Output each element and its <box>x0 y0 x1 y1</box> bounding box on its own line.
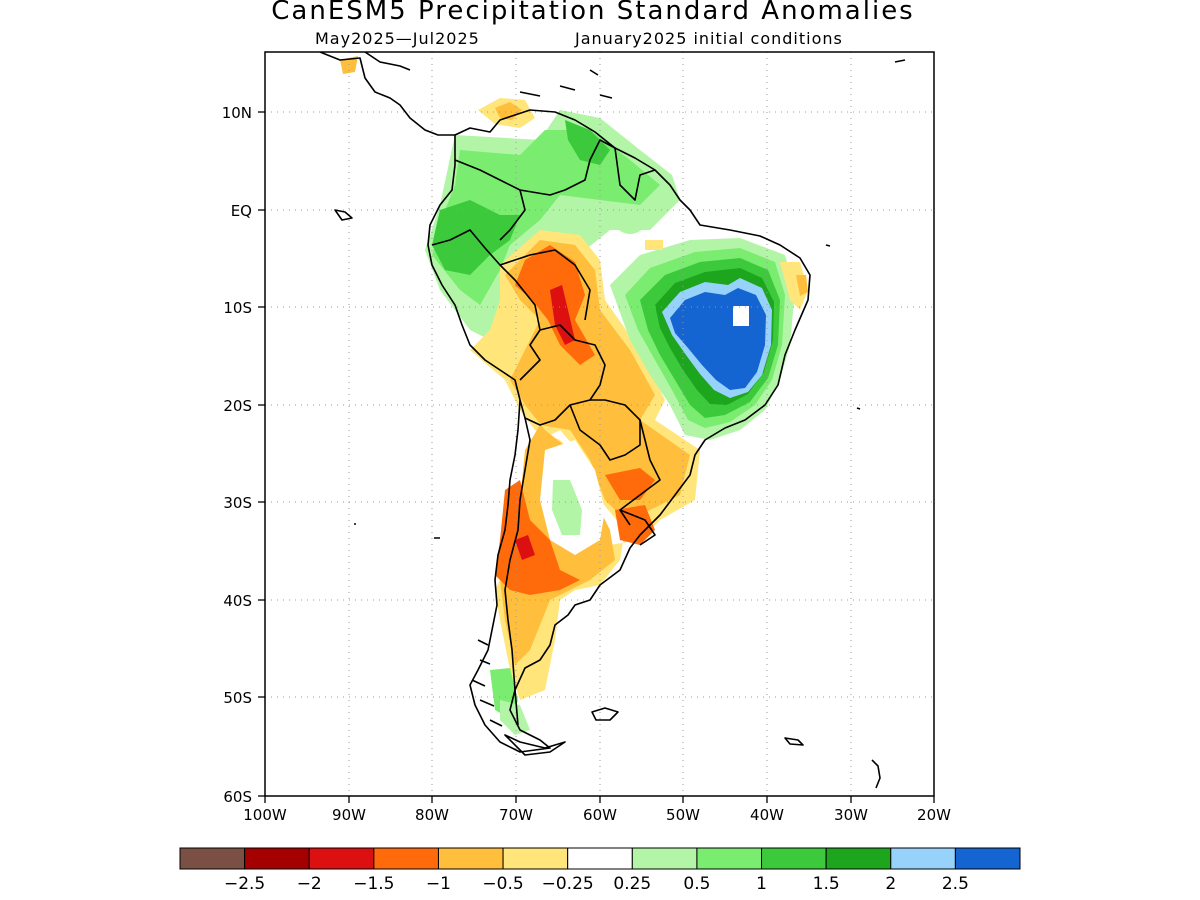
central-america-coast <box>319 52 455 136</box>
colorbar-swatch <box>308 847 375 870</box>
colorbar-label: 2.5 <box>942 874 969 894</box>
colorbar-swatch <box>179 847 246 870</box>
argentina-wet-pocket <box>552 480 582 535</box>
lon-label-70w: 70W <box>499 806 533 824</box>
colorbar-swatch <box>244 847 310 870</box>
ne-coast-dry <box>780 262 808 310</box>
lon-label-90w: 90W <box>332 806 366 824</box>
lat-label-10s: 10S <box>223 299 252 317</box>
tierra-del-fuego <box>504 734 566 756</box>
border-brazil-south <box>619 419 661 526</box>
lon-label-40w: 40W <box>750 806 784 824</box>
uruguay-dry-strong <box>605 468 655 500</box>
lon-label-60w: 60W <box>583 806 617 824</box>
border-peru-brazil <box>499 249 591 321</box>
uruguay-dry-core <box>615 505 655 545</box>
colorbar-label: −0.25 <box>542 874 594 894</box>
lon-label-20w: 20W <box>917 806 951 824</box>
colorbar-swatch <box>761 847 827 870</box>
lat-label-50s: 50S <box>223 689 252 707</box>
colorbar-swatch <box>825 847 892 870</box>
lon-label-30w: 30W <box>834 806 868 824</box>
lat-labels: 10N EQ 10S 20S 30S 40S 50S 60S <box>222 104 252 806</box>
colorbar-label: 1.5 <box>813 874 840 894</box>
colorbar-swatch <box>502 847 569 870</box>
south-georgia <box>784 737 804 746</box>
tick-marks <box>258 111 935 803</box>
colorbar-label: −1.5 <box>353 874 394 894</box>
bolivia-dry-core <box>550 285 575 345</box>
colorbar-swatch <box>631 847 698 870</box>
border-chile-argentina <box>504 417 531 726</box>
border-bolivia <box>519 324 606 426</box>
colorbar-swatch <box>954 847 1021 870</box>
anomaly-fields <box>340 56 808 735</box>
lat-label-20s: 20S <box>223 397 252 415</box>
amazon-wet-spot-2 <box>614 206 646 234</box>
forecast-period: May2025—Jul2025 <box>315 29 480 48</box>
colorbar-label: −2 <box>297 874 322 894</box>
colorbar-label: −0.5 <box>482 874 523 894</box>
colorbar-label: 1 <box>756 874 767 894</box>
lat-label-40s: 40S <box>223 592 252 610</box>
lat-label-10n: 10N <box>222 104 252 122</box>
amazon-wet-spot <box>571 205 599 225</box>
colorbar-label: 0.5 <box>683 874 710 894</box>
border-venezuela <box>519 139 616 196</box>
border-ecuador-peru <box>431 229 541 381</box>
coastlines <box>319 52 906 789</box>
border-uruguay <box>619 509 656 546</box>
colorbar-label: 0.25 <box>613 874 651 894</box>
falklands <box>591 707 619 721</box>
colorbar-swatch <box>890 847 956 870</box>
atlantic-islets <box>354 59 906 539</box>
south-america-outline <box>427 109 811 753</box>
colorbar-swatch <box>373 847 439 870</box>
south-sandwich <box>871 759 881 789</box>
guiana-wet-core <box>565 120 610 165</box>
gridlines <box>265 52 934 796</box>
colorbar-label: −1 <box>426 874 451 894</box>
galapagos <box>334 209 353 221</box>
ne-coast-dry-core <box>796 275 808 296</box>
lon-label-80w: 80W <box>415 806 449 824</box>
initial-conditions: January2025 initial conditions <box>575 29 843 48</box>
ne-brazil-white-spot <box>733 306 749 326</box>
colorbar-swatch <box>567 847 633 870</box>
central-america-coast-2 <box>364 52 411 71</box>
brazil-dry-spot <box>645 240 663 250</box>
colorbar-swatch <box>437 847 504 870</box>
colorbar-label: −2.5 <box>224 874 265 894</box>
colorbar-swatch <box>696 847 763 870</box>
patagonia-wet-light <box>500 700 530 735</box>
border-paraguay <box>569 399 641 461</box>
chile-islands <box>471 639 503 727</box>
lat-label-60s: 60S <box>223 788 252 806</box>
argentina-dry-core <box>515 535 535 560</box>
caribbean-islands <box>519 69 613 99</box>
border-guianas <box>614 147 656 201</box>
lat-label-eq: EQ <box>231 202 252 220</box>
chart-title: CanESM5 Precipitation Standard Anomalies <box>271 0 915 26</box>
lat-label-30s: 30S <box>223 494 252 512</box>
lon-label-100w: 100W <box>243 806 287 824</box>
lon-label-50w: 50W <box>666 806 700 824</box>
colorbar: −2.5 −2 −1.5 −1 −0.5 −0.25 0.25 0.5 1 1.5 2 2.5 <box>179 847 1021 894</box>
colorbar-label: 2 <box>885 874 896 894</box>
lon-labels: 100W 90W 80W 70W 60W 50W 40W 30W 20W <box>243 806 951 824</box>
